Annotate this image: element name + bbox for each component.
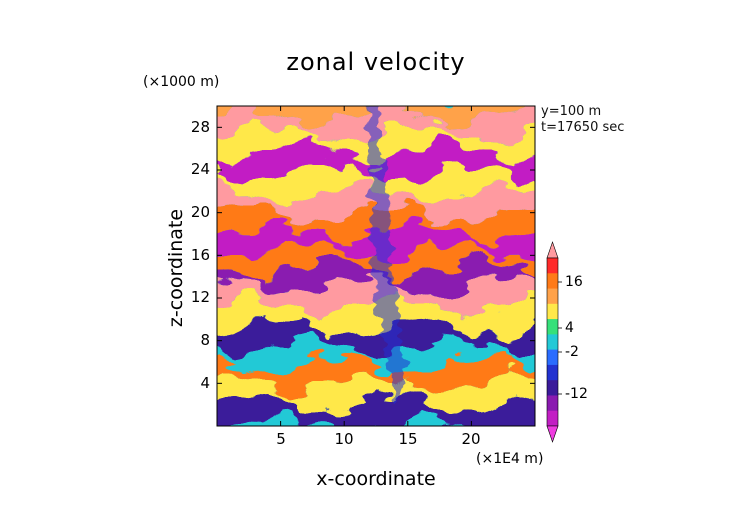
colorbar-label-minus12: -12 xyxy=(565,386,588,402)
y-tick-label-28: 28 xyxy=(190,118,210,136)
colorbar-segment xyxy=(547,303,558,320)
field-layers xyxy=(217,106,535,426)
velocity-band xyxy=(217,254,535,298)
x-tick-label-15: 15 xyxy=(398,430,418,448)
velocity-band xyxy=(217,332,535,376)
plot-frame xyxy=(216,105,536,427)
velocity-band xyxy=(217,368,535,416)
colorbar-segment xyxy=(547,273,558,290)
annotation-time: t=17650 sec xyxy=(541,120,625,135)
velocity-band xyxy=(217,351,535,398)
velocity-band xyxy=(217,136,535,185)
y-tick-label-20: 20 xyxy=(190,203,210,221)
velocity-band xyxy=(217,291,535,341)
annotation-y: y=100 m xyxy=(541,104,602,119)
y-axis-unit: (×1000 m) xyxy=(143,74,220,90)
y-tick-label-4: 4 xyxy=(200,374,210,392)
y-tick-label-16: 16 xyxy=(190,246,210,264)
colorbar xyxy=(546,241,562,443)
colorbar-label-16: 16 xyxy=(565,274,583,290)
y-tick-label-8: 8 xyxy=(200,331,210,349)
plume-region xyxy=(367,106,406,405)
colorbar-segment xyxy=(547,288,558,305)
x-tick-label-10: 10 xyxy=(334,430,354,448)
colorbar-segment xyxy=(547,319,558,335)
velocity-band xyxy=(217,106,517,130)
velocity-band xyxy=(217,316,535,362)
colorbar-segment xyxy=(547,364,558,381)
y-axis-label: z-coordinate xyxy=(165,208,187,328)
colorbar-segment xyxy=(547,380,558,396)
tick-marks xyxy=(217,106,535,426)
colorbar-segment xyxy=(547,334,558,351)
x-axis-label: x-coordinate xyxy=(316,468,436,490)
colorbar-segment xyxy=(547,395,558,412)
chart-title: zonal velocity xyxy=(286,48,466,76)
y-tick-label-12: 12 xyxy=(190,288,210,306)
colorbar-segment xyxy=(547,349,558,366)
x-axis-unit: (×1E4 m) xyxy=(476,451,544,467)
colorbar-arrow-bottom xyxy=(546,425,559,443)
velocity-band xyxy=(217,391,535,426)
colorbar-label-4: 4 xyxy=(565,320,574,336)
colorbar-label-minus2: -2 xyxy=(565,344,579,360)
colorbar-segment xyxy=(547,258,558,274)
velocity-field xyxy=(217,106,535,426)
y-tick-label-24: 24 xyxy=(190,160,210,178)
colorbar-arrow-top xyxy=(546,241,559,259)
colorbar-segment xyxy=(547,410,558,427)
x-tick-label-20: 20 xyxy=(461,430,481,448)
x-tick-label-5: 5 xyxy=(276,430,286,448)
